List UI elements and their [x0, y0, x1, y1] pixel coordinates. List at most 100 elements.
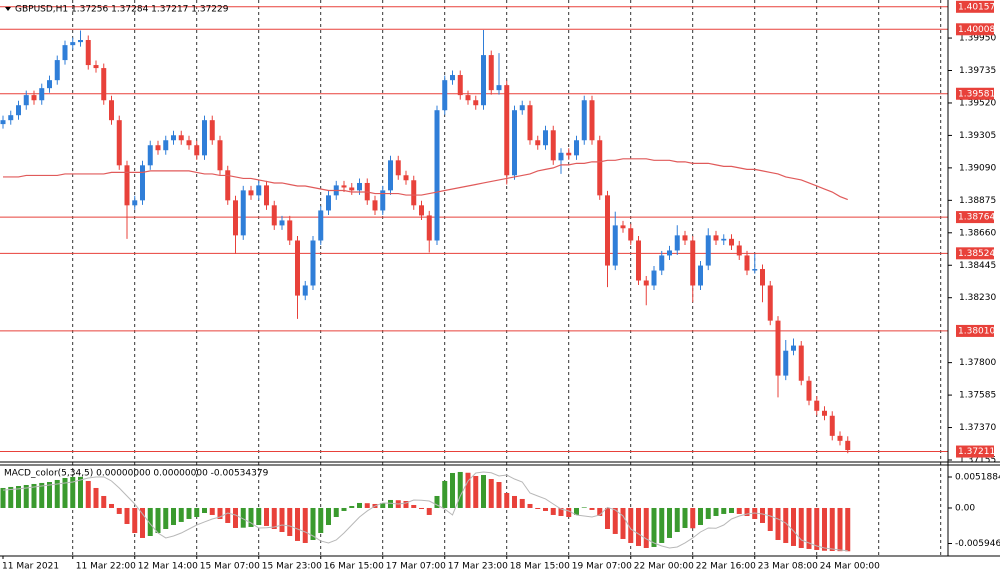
candle-body [767, 285, 773, 321]
macd-bar [39, 482, 45, 508]
macd-bar [643, 507, 649, 548]
macd-bar [302, 507, 308, 543]
candle-body [760, 269, 765, 286]
candle-body [543, 130, 548, 146]
candle-body [450, 75, 455, 81]
candle-body [16, 105, 21, 116]
candle-body [434, 110, 440, 241]
level-label-box [956, 87, 994, 100]
macd-bar [287, 507, 293, 536]
candle-body [798, 345, 804, 381]
y-tick-label: 1.39090 [959, 163, 996, 173]
menu-arrow[interactable] [5, 7, 11, 11]
macd-header: MACD_color(5,34,5) 0.00000000 0.00000000… [4, 469, 269, 479]
macd-bar [628, 507, 634, 543]
candle-body [178, 135, 184, 141]
macd-bar [419, 507, 424, 509]
macd-bar [16, 486, 21, 508]
x-tick-label: 18 Mar 15:00 [510, 562, 570, 572]
candle-body [403, 175, 409, 181]
candle-body [713, 235, 719, 241]
macd-bar [109, 503, 114, 508]
macd-bar [70, 476, 76, 508]
moving-average [3, 158, 848, 201]
macd-bar [636, 507, 641, 546]
candle-body [426, 215, 432, 241]
level-label-box [956, 23, 994, 36]
y-tick-label: 1.39305 [959, 131, 996, 141]
candle-body [721, 238, 727, 241]
candle-body [442, 80, 448, 111]
candle-body [109, 100, 114, 121]
candle-body [550, 130, 556, 161]
candle-body [558, 152, 564, 161]
candle-body [163, 140, 169, 151]
candle-body [39, 88, 45, 101]
macd-bar [271, 507, 277, 530]
candle-body [527, 105, 533, 141]
macd-bar [667, 507, 672, 538]
candle-body [744, 255, 750, 271]
macd-bar [132, 507, 138, 534]
candle-body [54, 60, 60, 81]
macd-bar [256, 507, 262, 526]
candle-body [667, 250, 672, 256]
macd-bar [581, 507, 587, 508]
level-label-box [956, 247, 994, 260]
macd-bar [85, 480, 91, 508]
y-tick-label: 1.38875 [959, 196, 996, 206]
candle-body [605, 195, 610, 266]
candle-body [496, 85, 502, 91]
macd-bar [163, 507, 169, 530]
candle-body [209, 120, 215, 141]
y-tick-label: 1.39950 [959, 34, 996, 44]
candle-body [682, 235, 688, 241]
macd-bar [806, 507, 812, 549]
macd-bar [171, 507, 176, 526]
candle-body [628, 228, 634, 241]
macd-bar [605, 507, 610, 530]
x-tick-label: 24 Mar 00:00 [820, 562, 880, 572]
candle-body [132, 200, 138, 206]
x-tick-label: 11 Mar 2021 [2, 562, 59, 572]
macd-bar [47, 482, 52, 508]
candle-body [690, 240, 696, 286]
macd-bar [822, 507, 827, 551]
macd-bar [147, 507, 153, 536]
candle-body [566, 152, 572, 156]
x-tick-label: 19 Mar 07:00 [572, 562, 632, 572]
x-tick-label: 17 Mar 23:00 [448, 562, 508, 572]
macd-bar [535, 507, 541, 509]
candle-body [419, 205, 424, 216]
candle-body [589, 100, 595, 141]
macd-bar [690, 507, 696, 529]
macd-bar [124, 507, 130, 524]
candle-body [264, 185, 269, 206]
candle-body [574, 140, 579, 156]
candle-body [829, 415, 835, 436]
candle-body [488, 55, 494, 91]
macd-bar [116, 507, 122, 514]
macd-bar [674, 507, 680, 532]
macd-bar [318, 507, 324, 534]
macd-bar [442, 480, 448, 508]
candle-body [612, 225, 618, 266]
x-tick-label: 22 Mar 00:00 [634, 562, 694, 572]
chart-header: GBPUSD,H1 1.37256 1.37284 1.37217 1.3722… [15, 5, 229, 15]
macd-bar [101, 495, 107, 508]
level-label: 1.38764 [958, 213, 995, 223]
macd-bar [54, 479, 60, 508]
macd-bar [364, 503, 370, 508]
candle-body [147, 145, 153, 166]
level-label: 1.38524 [958, 249, 995, 259]
macd-bar [589, 507, 595, 510]
macd-bar [698, 507, 703, 526]
candle-body [194, 145, 200, 156]
macd-bar [279, 507, 285, 532]
macd-bar [295, 507, 300, 541]
macd-bar [310, 507, 316, 540]
macd-bar [705, 507, 711, 519]
candle-body [310, 240, 316, 286]
macd-bar [78, 476, 83, 508]
